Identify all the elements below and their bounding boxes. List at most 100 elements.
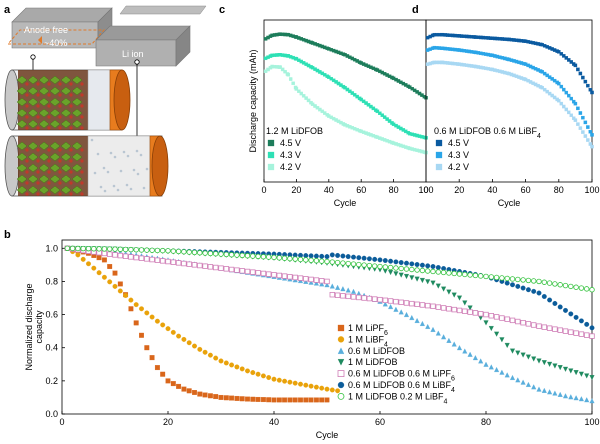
cell-schematic: Anode free ~40% Li ion [4,5,207,197]
x-axis-label: Cycle [334,198,357,208]
data-point [112,270,118,276]
legend-title: 1.2 M LiDFOB [266,126,323,136]
data-point [218,394,224,400]
x-tick-label: 20 [454,185,464,195]
data-point [419,267,426,274]
legend-entry: 4.3 V [280,150,301,160]
data-point [568,368,574,374]
data-point [531,288,537,294]
data-point [361,262,367,268]
legend-marker [435,151,443,159]
data-point [334,259,341,266]
data-point [197,250,203,256]
data-point [303,257,309,263]
data-point [144,310,150,316]
data-point [324,278,330,285]
data-point [335,388,341,394]
data-point [165,378,171,384]
data-point [581,115,585,120]
data-point [547,75,552,79]
data-point [388,303,394,310]
data-point [122,253,129,259]
data-point [552,95,557,100]
anode-free-label: Anode free [24,25,68,35]
data-point [364,101,368,105]
data-point [350,288,357,294]
data-point [564,90,569,95]
data-point [536,278,542,285]
chart-c: 0 20 40 60 80 100 Cycle Discharge capacity (mAh… [248,19,434,208]
y-tick-label: 0.4 [45,343,58,353]
data-point [590,133,594,137]
data-point [160,371,166,377]
data-point [282,378,288,384]
data-point [101,257,107,263]
data-point [472,355,478,361]
data-point [324,258,330,265]
data-point [568,329,574,335]
y-tick-label: 1.0 [45,243,58,253]
data-point [197,346,203,352]
data-point [588,130,593,134]
data-point [319,397,325,403]
data-point [308,279,314,285]
data-point [212,251,219,257]
data-point [440,305,447,311]
series-b-0 [64,245,330,403]
data-point [398,260,404,265]
data-point [366,295,373,302]
data-point [280,67,285,72]
data-point [281,255,288,261]
y-axis-label: capacity [34,310,44,344]
data-point [589,398,595,404]
x-tick-label: 60 [521,185,531,195]
data-point [583,79,588,84]
data-point [213,394,219,400]
data-point [313,384,319,390]
data-point [202,392,208,398]
data-point [276,397,282,403]
data-point [186,340,192,346]
data-point [542,87,547,92]
data-point [263,69,268,74]
data-point [590,90,594,95]
data-point [292,256,298,262]
percent-label: ~40% [44,38,67,48]
data-point [531,356,537,362]
data-point [181,249,187,255]
data-point [170,259,176,265]
data-point [239,268,245,274]
x-tick-label: 20 [163,417,173,427]
data-point [315,106,320,110]
data-point [297,89,301,93]
data-point [573,395,579,401]
data-point [192,390,197,395]
data-point [159,247,166,254]
data-point [589,333,595,339]
data-point [101,250,108,257]
data-point [552,390,558,396]
data-point [541,324,547,330]
data-point [378,111,382,116]
data-point [456,345,463,351]
data-point [562,328,569,334]
data-point [287,274,293,280]
data-point [319,281,325,287]
data-point [250,269,256,275]
data-point [234,395,240,401]
series-c-1 [263,53,428,140]
x-tick-label: 60 [375,417,385,427]
data-point [567,110,571,115]
data-point [234,267,240,273]
data-point [299,91,304,96]
data-point [509,317,516,324]
data-point [387,119,392,123]
data-point [499,275,505,281]
cell-cylinder-bottom [4,135,169,197]
data-point [440,269,447,276]
legend-entry: 4.2 V [448,162,469,172]
data-point [472,272,479,279]
data-point [451,341,457,347]
data-point [441,334,447,340]
data-point [319,385,325,391]
